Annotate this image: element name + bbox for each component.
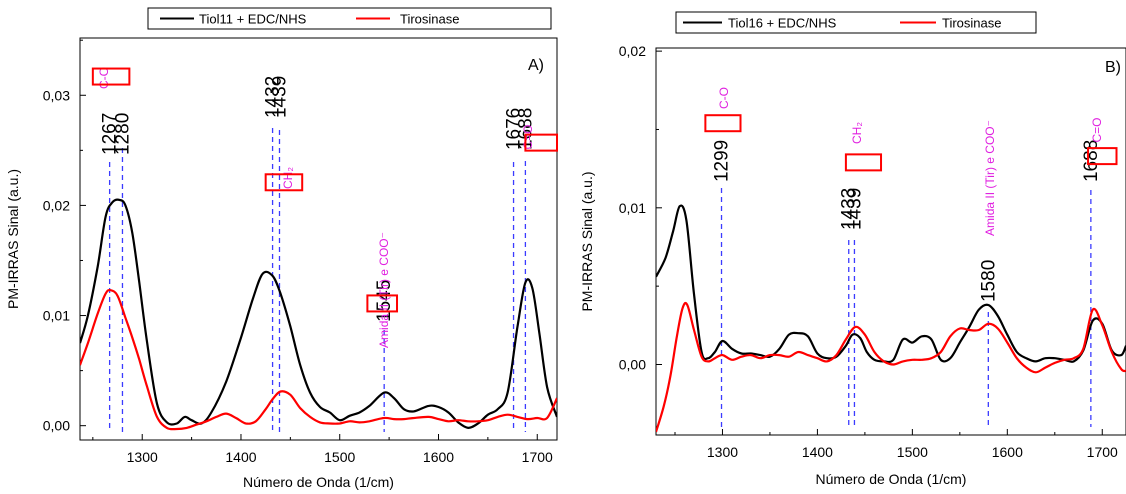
peak-label-1433: 1433 (839, 188, 860, 230)
panel-label: B) (1105, 59, 1121, 76)
chart-panel-b: 1300 1400 1500 1600 1700 0,00 0,01 0,02 Número d… (579, 11, 1126, 487)
peak-label-1299: 1299 (712, 140, 733, 182)
group-label-0: C-O (97, 67, 111, 89)
group-label-0: C-O (717, 87, 731, 109)
plot-frame (655, 47, 1126, 436)
legend-label-tirosinase: Tirosinase (942, 16, 1001, 31)
peak-label-1688: 1688 (1081, 140, 1102, 182)
group-box-0 (91, 67, 131, 86)
series-line-sample (656, 204, 1126, 364)
legend-label-sample: Tiol16 + EDC/NHS (728, 16, 837, 31)
legend: Tiol16 + EDC/NHS Tirosinase (675, 11, 1037, 34)
peak-label-1439: 1439 (269, 76, 290, 118)
peak-label-1432: 1432 (263, 76, 284, 118)
legend-label-sample: Tiol11 + EDC/NHS (199, 12, 307, 27)
peak-label-1676: 1676 (504, 108, 525, 150)
y-tick-label: 0,03 (43, 87, 70, 103)
group-label-2: Amida II (Tir) e COO⁻ (983, 120, 997, 236)
x-tick-label: 1300 (127, 449, 158, 465)
x-tick-label: 1700 (1087, 444, 1118, 460)
peak-label-1280: 1280 (112, 113, 133, 155)
group-label-3: C=O (521, 124, 535, 149)
group-label-1: CH₂ (850, 122, 864, 144)
x-tick-label: 1700 (522, 449, 553, 465)
y-tick-label: 0,00 (619, 356, 646, 372)
group-label-2: Amida II (Tir) e COO⁻ (377, 232, 391, 348)
y-axis-label: PM-IRRAS Sinal (a.u.) (579, 171, 595, 311)
x-tick-label: 1300 (707, 444, 738, 460)
group-box-3 (524, 133, 559, 152)
x-tick-label: 1400 (225, 449, 256, 465)
plot-frame (79, 37, 558, 441)
group-label-1: CH₂ (281, 167, 295, 189)
y-axis-label: PM-IRRAS Sinal (a.u.) (5, 169, 21, 309)
legend-label-tirosinase: Tirosinase (400, 12, 459, 27)
series-line-sample (80, 198, 557, 429)
x-axis-label: Número de Onda (1/cm) (816, 471, 967, 487)
peak-label-1688: 1688 (515, 108, 536, 150)
group-label-3: C=O (1090, 117, 1104, 142)
group-box-0 (704, 114, 742, 133)
legend-box (675, 11, 1037, 34)
group-box-2 (366, 294, 399, 313)
x-tick-label: 1500 (324, 449, 355, 465)
panel-label: A) (528, 57, 544, 74)
chart-panel-a: 1300 1400 1500 1600 1700 0,00 0,01 0,02 0,03 Núme… (5, 7, 559, 490)
y-tick-label: 0,02 (619, 43, 646, 59)
group-box-1 (844, 153, 883, 172)
x-tick-label: 1600 (423, 449, 454, 465)
legend: Tiol11 + EDC/NHS Tirosinase (147, 7, 552, 30)
y-tick-label: 0,02 (43, 197, 70, 213)
peak-label-1267: 1267 (100, 113, 121, 155)
x-axis-label: Número de Onda (1/cm) (243, 474, 394, 490)
series-line-tirosinase (656, 301, 1126, 433)
group-box-3 (1087, 147, 1118, 166)
y-tick-label: 0,00 (43, 418, 70, 434)
group-box-1 (264, 173, 304, 192)
y-tick-label: 0,01 (619, 200, 646, 216)
series-line-tirosinase (80, 288, 557, 431)
y-tick-label: 0,01 (43, 308, 70, 324)
x-tick-label: 1500 (897, 444, 928, 460)
legend-box (147, 7, 552, 30)
peak-label-1580: 1580 (978, 260, 999, 302)
peak-label-1439: 1439 (844, 188, 865, 230)
x-tick-label: 1600 (992, 444, 1023, 460)
x-tick-label: 1400 (802, 444, 833, 460)
